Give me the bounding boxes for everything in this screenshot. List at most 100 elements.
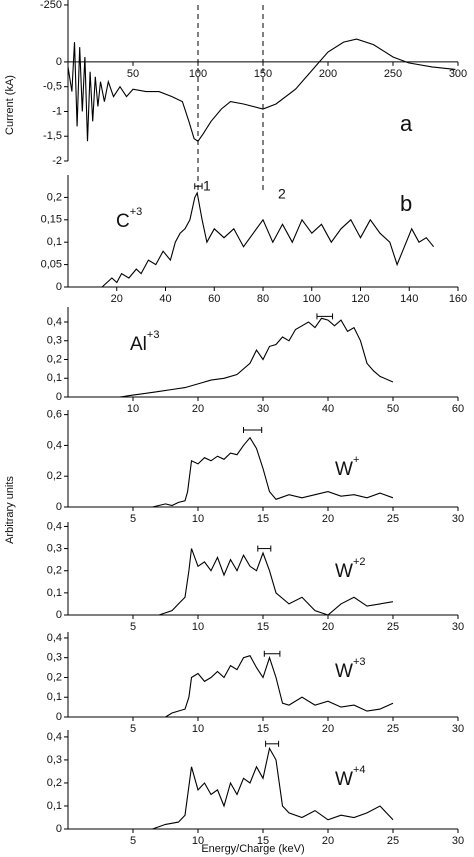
x-tick-label: 15: [257, 835, 269, 847]
y-tick-label: -1,5: [43, 130, 62, 142]
charge: +3: [130, 206, 143, 218]
data-line: [165, 655, 394, 718]
x-tick-label: 15: [257, 513, 269, 525]
y-axis-label: Arbitrary units: [4, 476, 16, 544]
error-bar: [263, 650, 281, 657]
data-line: [67, 38, 456, 142]
y-tick-label: 0,2: [47, 565, 62, 577]
y-tick-label: 0: [56, 609, 62, 621]
y-tick-label: 0,2: [47, 671, 62, 683]
y-tick-label: 0,3: [47, 542, 62, 554]
x-tick-label: 5: [130, 513, 136, 525]
y-tick-label: 0,3: [47, 754, 62, 766]
x-tick-label: 10: [192, 513, 204, 525]
x-tick-label: 25: [387, 723, 399, 735]
charge: +: [353, 454, 359, 466]
x-tick-label: 200: [319, 68, 337, 80]
x-tick-label: 150: [254, 68, 272, 80]
x-tick-label: 40: [322, 403, 334, 415]
y-tick-label: 0: [56, 711, 62, 723]
x-tick-label: 5: [130, 835, 136, 847]
x-tick-label: 20: [322, 723, 334, 735]
x-tick-label: 30: [257, 403, 269, 415]
y-tick-label: 0,4: [47, 731, 62, 743]
species-label: W+: [335, 454, 359, 480]
x-tick-label: 10: [192, 835, 204, 847]
x-tick-label: 20: [322, 835, 334, 847]
y-tick-label: -250: [40, 0, 62, 11]
species: W: [335, 769, 353, 790]
x-tick-label: 25: [387, 513, 399, 525]
charge: +3: [147, 329, 160, 341]
y-tick-label: 0,1: [47, 691, 62, 703]
y-tick-label: 0,4: [47, 520, 62, 532]
y-axis-label: Current (kA): [4, 75, 16, 135]
x-tick-label: 60: [208, 293, 220, 305]
x-tick-label: 30: [452, 723, 464, 735]
y-tick-label: 0,2: [47, 191, 62, 203]
y-tick-label: 0,4: [47, 632, 62, 644]
charge: +2: [353, 556, 366, 568]
charge: +4: [353, 764, 366, 776]
y-tick-label: 0,1: [47, 800, 62, 812]
y-tick-label: 0,1: [47, 236, 62, 248]
y-tick-label: 0,1: [47, 372, 62, 384]
y-tick-label: 0,6: [47, 409, 62, 421]
x-tick-label: 50: [127, 68, 139, 80]
species: C: [116, 211, 130, 232]
x-tick-label: 120: [351, 293, 369, 305]
x-tick-label: 140: [400, 293, 418, 305]
panel-label: b: [400, 191, 412, 216]
x-tick-label: 80: [257, 293, 269, 305]
x-tick-label: 250: [384, 68, 402, 80]
species-label: W+2: [335, 556, 365, 582]
x-tick-label: 15: [257, 723, 269, 735]
x-tick-label: 25: [387, 835, 399, 847]
x-tick-label: 300: [449, 68, 467, 80]
y-tick-label: 0: [56, 823, 62, 835]
y-tick-label: 0,2: [47, 470, 62, 482]
y-tick-label: 0,4: [47, 316, 62, 328]
x-tick-label: 40: [159, 293, 171, 305]
species: W: [335, 561, 353, 582]
data-line: [158, 548, 394, 616]
y-tick-label: 0,3: [47, 335, 62, 347]
x-tick-label: 5: [130, 621, 136, 633]
x-tick-label: 5: [130, 723, 136, 735]
x-tick-label: 20: [322, 513, 334, 525]
data-line: [152, 746, 394, 830]
species-label: Al+3: [130, 329, 159, 355]
y-tick-label: 0,4: [47, 439, 62, 451]
species-label: W+3: [335, 656, 365, 682]
charge: +3: [353, 656, 366, 668]
marker-label: 2: [278, 186, 286, 202]
x-tick-label: 30: [452, 621, 464, 633]
x-tick-label: 100: [303, 293, 321, 305]
x-tick-label: 30: [452, 835, 464, 847]
error-bar: [194, 183, 203, 190]
y-tick-label: -2: [52, 155, 62, 167]
error-bar: [265, 740, 280, 747]
error-bar: [243, 427, 263, 434]
x-tick-label: 20: [192, 403, 204, 415]
species: Al: [130, 334, 147, 355]
data-line: [152, 436, 394, 508]
x-axis-label: Energy/Charge (keV): [201, 843, 304, 855]
x-tick-label: 20: [322, 621, 334, 633]
panel-label: a: [400, 111, 413, 136]
species-label: W+4: [335, 764, 365, 790]
y-tick-label: 0,1: [47, 587, 62, 599]
y-tick-label: 0,15: [41, 214, 62, 226]
x-tick-label: 100: [189, 68, 207, 80]
x-tick-label: 10: [192, 621, 204, 633]
x-tick-label: 10: [192, 723, 204, 735]
x-tick-label: 50: [387, 403, 399, 415]
species: W: [335, 459, 353, 480]
x-tick-label: 160: [449, 293, 467, 305]
data-line: [101, 191, 435, 288]
y-tick-label: 0: [56, 56, 62, 68]
error-bar: [316, 313, 334, 320]
x-tick-label: 25: [387, 621, 399, 633]
species-label: C+3: [116, 206, 142, 232]
